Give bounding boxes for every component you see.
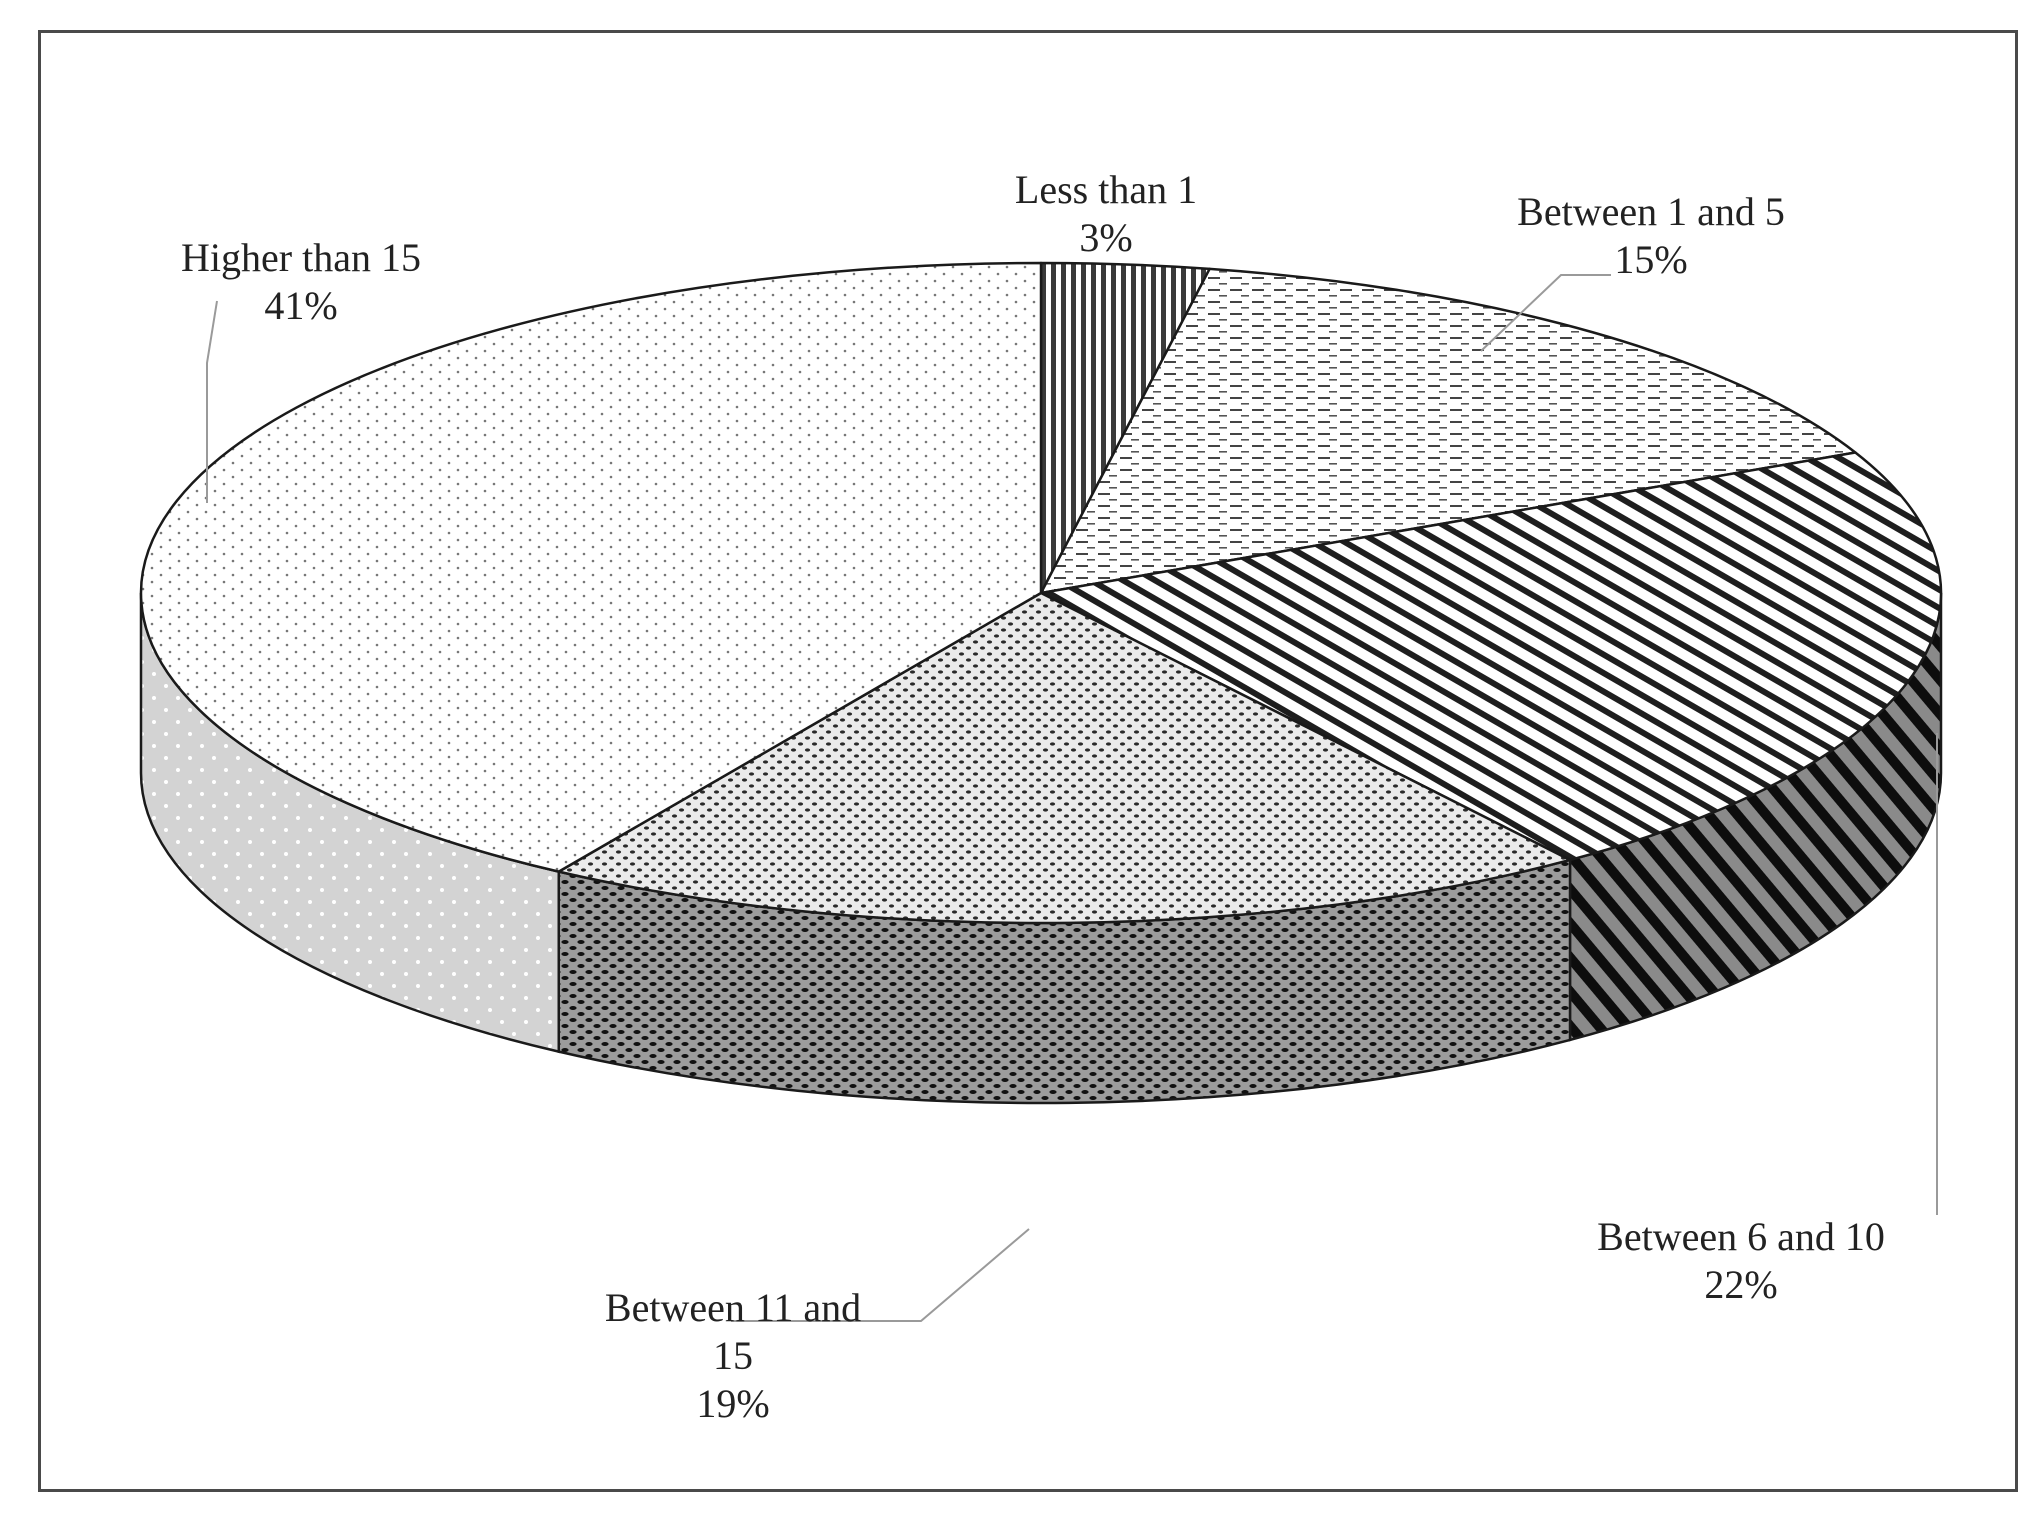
- category-label-between-11-and-15: 15: [713, 1333, 753, 1378]
- leader-line-higher-than-15: [206, 300, 218, 503]
- pie-top-faces: [139, 261, 1943, 925]
- pct-label-higher-than-15: 41%: [264, 283, 337, 328]
- category-label-higher-than-15: Higher than 15: [181, 235, 421, 280]
- category-label-between-11-and-15: Between 11 and: [605, 1285, 861, 1330]
- pct-label-between-11-and-15: 19%: [696, 1381, 769, 1426]
- pct-label-between-1-and-5: 15%: [1614, 237, 1687, 282]
- pct-label-less-than-1: 3%: [1079, 215, 1132, 260]
- pie-slice-between-1-and-5: [1039, 267, 1857, 595]
- chart-frame: Less than 1 3% Between 1 and 5 15% Between 6…: [38, 30, 2018, 1492]
- category-label-between-1-and-5: Between 1 and 5: [1517, 189, 1785, 234]
- leader-line-between-11-and-15: [731, 1228, 1030, 1322]
- pie-slice-higher-than-15: [139, 261, 1043, 873]
- category-label-less-than-1: Less than 1: [1015, 167, 1197, 212]
- category-label-between-6-and-10: Between 6 and 10: [1597, 1214, 1885, 1259]
- leader-lines: [206, 274, 1938, 1322]
- pie-slice-between-6-and-10: [1039, 451, 1943, 862]
- pct-label-between-6-and-10: 22%: [1704, 1262, 1777, 1307]
- data-labels: Less than 13% Between 1 and 515% Between 6…: [181, 167, 1885, 1426]
- leader-line-between-1-and-5: [1480, 274, 1611, 352]
- pie-chart: Less than 13% Between 1 and 515% Between 6…: [139, 167, 1943, 1426]
- pie-slice-between-11-and-15: [557, 591, 1572, 925]
